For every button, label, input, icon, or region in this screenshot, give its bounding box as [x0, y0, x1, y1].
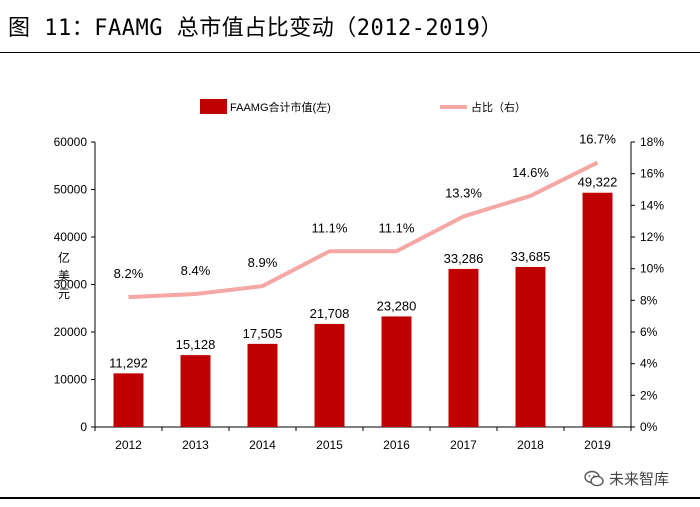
share-value-label: 11.1%: [312, 220, 348, 235]
x-tick-label: 2014: [249, 438, 276, 452]
left-tick-label: 30000: [54, 278, 88, 292]
bar-value-label: 49,322: [578, 175, 618, 190]
bar-value-label: 11,292: [109, 355, 148, 370]
figure-title: 图 11：FAAMG 总市值占比变动（2012-2019）: [8, 16, 503, 41]
bar-2012: [113, 373, 144, 427]
bar-2013: [180, 355, 211, 427]
right-tick-label: 8%: [640, 293, 658, 307]
x-tick-label: 2016: [383, 438, 410, 452]
wechat-icon: [584, 470, 604, 486]
right-tick-label: 0%: [640, 420, 658, 434]
x-tick-label: 2019: [584, 438, 611, 452]
bars: [113, 192, 613, 427]
right-tick-label: 18%: [640, 135, 664, 149]
left-tick-label: 40000: [54, 230, 88, 244]
bar-value-label: 17,505: [243, 326, 283, 341]
share-value-label: 16.7%: [579, 132, 616, 147]
legend: FAAMG合计市值(左) 占比（右）: [200, 99, 526, 114]
x-tick-label: 2015: [316, 438, 343, 452]
legend-bar-swatch: [200, 99, 227, 114]
bar-2016: [381, 316, 412, 427]
right-tick-label: 12%: [640, 230, 664, 244]
left-tick-label: 60000: [54, 135, 88, 149]
top-rule: [0, 52, 700, 53]
left-tick-label: 0: [80, 420, 87, 434]
bar-value-label: 21,708: [310, 306, 350, 321]
x-tick-label: 2013: [182, 438, 209, 452]
bar-2014: [247, 343, 278, 427]
bar-value-label: 33,685: [511, 249, 551, 264]
right-tick-label: 6%: [640, 325, 658, 339]
x-tick-label: 2017: [450, 438, 477, 452]
data-labels: 11,292 15,128 17,505 21,708 23,280 33,286 33,6…: [109, 132, 617, 371]
axes: 0 10000 20000 30000 40000 50000 60000 0% 2% 4% 6% 8…: [54, 135, 665, 452]
left-tick-label: 20000: [54, 325, 88, 339]
bar-2015: [314, 323, 345, 427]
share-value-label: 14.6%: [512, 165, 549, 180]
share-value-label: 8.9%: [248, 255, 278, 270]
legend-bar-label: FAAMG合计市值(左): [230, 100, 331, 114]
share-value-label: 11.1%: [379, 220, 415, 235]
bar-2017: [448, 268, 479, 427]
left-tick-label: 50000: [54, 183, 88, 197]
right-tick-label: 2%: [640, 388, 658, 402]
x-tick-label: 2018: [517, 438, 544, 452]
left-tick-label: 10000: [54, 373, 88, 387]
share-line: [128, 160, 599, 300]
x-tick-label: 2012: [115, 438, 142, 452]
bar-2019: [582, 192, 613, 427]
bar-value-label: 33,286: [444, 251, 484, 266]
share-value-label: 13.3%: [445, 185, 482, 200]
share-value-label: 8.2%: [114, 266, 144, 281]
right-tick-label: 4%: [640, 357, 658, 371]
legend-line-label: 占比（右）: [471, 100, 526, 114]
watermark-text: 未来智库: [609, 470, 670, 488]
right-tick-label: 10%: [640, 262, 664, 276]
share-value-label: 8.4%: [181, 263, 211, 278]
bar-2018: [515, 266, 546, 427]
right-tick-label: 14%: [640, 198, 664, 212]
bottom-rule: [0, 497, 700, 499]
bar-value-label: 15,128: [176, 337, 216, 352]
watermark: 未来智库: [584, 468, 669, 489]
share-line-path: [128, 160, 599, 300]
bar-value-label: 23,280: [377, 298, 417, 313]
right-tick-label: 16%: [640, 167, 664, 181]
y-axis-label: 亿美元: [58, 250, 70, 301]
